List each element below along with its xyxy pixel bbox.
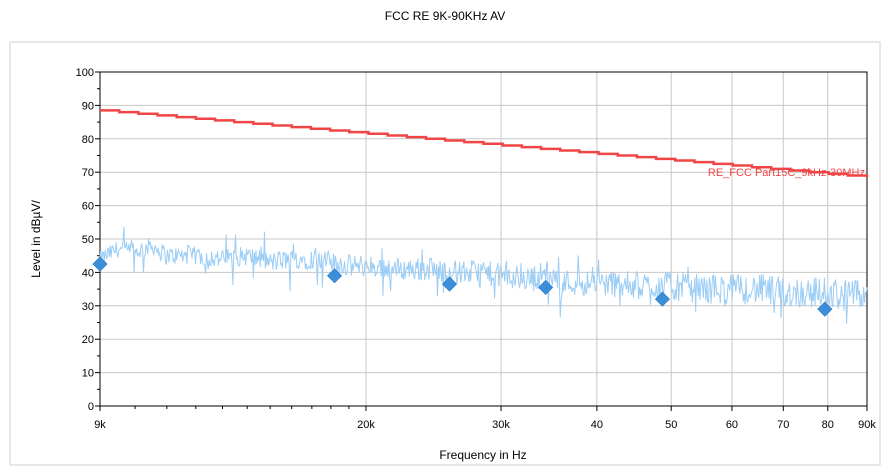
y-tick-label: 80 [82, 134, 94, 146]
y-tick-label: 100 [76, 67, 94, 79]
y-axis-title: Level in dBµV/ [29, 200, 43, 278]
x-tick-label: 9k [94, 419, 106, 431]
final-point-marker [654, 291, 670, 307]
y-tick-label: 40 [82, 267, 94, 279]
axes: 0 10 20 30 40 50 60 70 80 90 100 9k 20k 30k 40 50 60 70 80… [76, 67, 877, 431]
x-tick-label: 60 [726, 419, 738, 431]
x-tick-label: 20k [357, 419, 375, 431]
x-tick-label: 80 [822, 419, 834, 431]
x-tick-label: 90k [858, 419, 876, 431]
chart-title: FCC RE 9K-90KHz AV [385, 9, 505, 23]
limit-line [100, 109, 869, 178]
final-point-marker [538, 279, 554, 295]
y-tick-label: 0 [88, 401, 94, 413]
final-point-marker [92, 256, 108, 272]
x-axis-title: Frequency in Hz [439, 448, 526, 462]
final-point-marker [441, 276, 458, 292]
measurement-trace [99, 226, 868, 324]
y-tick-label: 70 [82, 167, 94, 179]
final-point-marker [327, 268, 343, 284]
y-tick-label: 90 [82, 100, 94, 112]
x-tick-label: 50 [665, 419, 677, 431]
y-tick-label: 50 [82, 234, 94, 246]
final-point-marker [817, 301, 833, 317]
y-tick-label: 60 [82, 201, 94, 213]
x-tick-label: 40 [591, 419, 603, 431]
x-tick-label: 30k [492, 419, 510, 431]
y-tick-label: 10 [82, 368, 94, 380]
y-tick-label: 30 [82, 301, 94, 313]
series-layer: RE_FCC Part15C_9kHz-30MHz [92, 109, 869, 324]
x-tick-label: 70 [777, 419, 789, 431]
y-tick-label: 20 [82, 334, 94, 346]
limit-line-label: RE_FCC Part15C_9kHz-30MHz [708, 167, 865, 179]
